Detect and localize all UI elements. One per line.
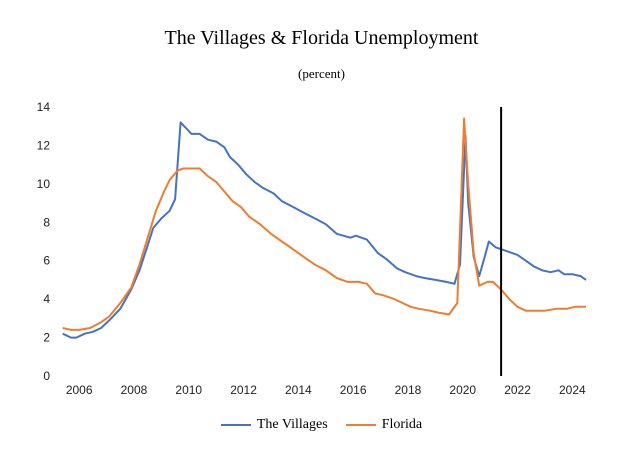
y-tick-label: 6 bbox=[43, 254, 50, 268]
y-tick-label: 8 bbox=[43, 215, 50, 229]
x-tick-label: 2010 bbox=[175, 383, 202, 397]
chart-subtitle: (percent) bbox=[298, 66, 345, 81]
series-line-florida bbox=[62, 117, 586, 331]
x-tick-label: 2018 bbox=[395, 383, 422, 397]
series-line-the-villages bbox=[62, 121, 587, 339]
x-tick-label: 2012 bbox=[230, 383, 257, 397]
chart-axes: 0 2 4 6 8 10 12 14 2006 2008 2010 2012 2014 2016 2018 2… bbox=[37, 100, 586, 397]
legend-item-florida: Florida bbox=[345, 417, 423, 433]
chart-lines bbox=[62, 107, 587, 376]
chart-legend: The Villages Florida bbox=[0, 417, 643, 433]
legend-item-the-villages: The Villages bbox=[220, 417, 328, 433]
chart-title: The Villages & Florida Unemployment bbox=[164, 27, 479, 49]
x-tick-label: 2024 bbox=[559, 383, 586, 397]
y-tick-label: 4 bbox=[43, 292, 50, 306]
y-tick-label: 14 bbox=[37, 100, 51, 114]
y-tick-label: 2 bbox=[43, 331, 50, 345]
legend-label-florida: Florida bbox=[381, 417, 423, 432]
legend-swatch-florida bbox=[345, 424, 376, 426]
legend-label-the-villages: The Villages bbox=[256, 417, 328, 432]
y-tick-label: 0 bbox=[43, 369, 50, 383]
x-tick-label: 2014 bbox=[285, 383, 312, 397]
x-tick-label: 2022 bbox=[504, 383, 531, 397]
x-tick-label: 2020 bbox=[449, 383, 476, 397]
x-tick-label: 2008 bbox=[121, 383, 148, 397]
x-tick-label: 2006 bbox=[66, 383, 93, 397]
y-tick-label: 12 bbox=[37, 138, 51, 152]
x-tick-label: 2016 bbox=[340, 383, 367, 397]
legend-swatch-the-villages bbox=[220, 424, 251, 426]
y-tick-label: 10 bbox=[37, 177, 51, 191]
